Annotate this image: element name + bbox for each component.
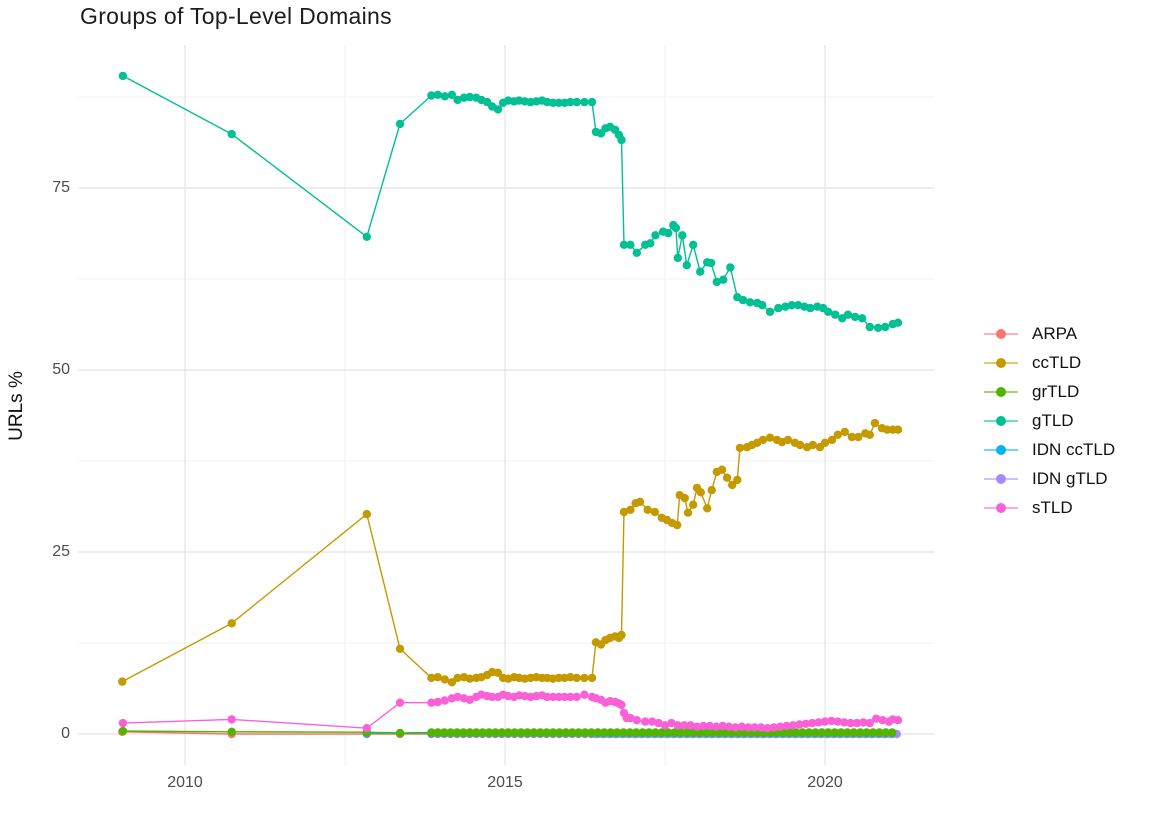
legend-label: ARPA	[1032, 323, 1078, 343]
legend-item-idn-gtld: IDN gTLD	[984, 464, 1115, 493]
y-tick-label-75: 75	[52, 179, 70, 196]
legend-marker-icon	[984, 357, 1018, 369]
y-axis-title: URLs %	[0, 45, 34, 766]
y-tick-label-25: 25	[52, 543, 70, 560]
legend-item-gtld: gTLD	[984, 406, 1115, 435]
legend-label: grTLD	[1032, 381, 1080, 401]
legend-label: IDN ccTLD	[1032, 439, 1116, 459]
plot-area-svg	[78, 45, 934, 766]
legend-label: ccTLD	[1032, 352, 1082, 372]
legend-item-grtld: grTLD	[984, 377, 1115, 406]
chart-title: Groups of Top-Level Domains	[80, 3, 392, 29]
y-axis-title-text: URLs %	[6, 370, 27, 441]
legend-label: sTLD	[1032, 497, 1073, 517]
legend: ARPA ccTLD grTLD gTLD IDN ccTLD IDN gTLD…	[984, 319, 1115, 522]
legend-item-stld: sTLD	[984, 493, 1115, 522]
x-tick-label-2015: 2015	[487, 774, 523, 791]
legend-item-cctld: ccTLD	[984, 348, 1115, 377]
legend-marker-icon	[984, 386, 1018, 398]
x-tick-label-2010: 2010	[167, 774, 203, 791]
legend-marker-icon	[984, 444, 1018, 456]
y-tick-label-0: 0	[61, 725, 70, 742]
legend-marker-icon	[984, 328, 1018, 340]
legend-label: IDN gTLD	[1032, 468, 1108, 488]
x-tick-label-2020: 2020	[807, 774, 843, 791]
legend-item-arpa: ARPA	[984, 319, 1115, 348]
legend-item-idn-cctld: IDN ccTLD	[984, 435, 1115, 464]
legend-marker-icon	[984, 415, 1018, 427]
legend-label: gTLD	[1032, 410, 1074, 430]
legend-marker-icon	[984, 473, 1018, 485]
legend-marker-icon	[984, 502, 1018, 514]
y-tick-label-50: 50	[52, 361, 70, 378]
